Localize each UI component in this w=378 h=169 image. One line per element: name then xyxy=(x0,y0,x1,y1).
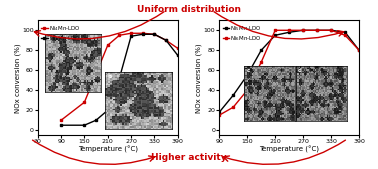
Ni$_5$Mn-LDO xyxy=(273,34,277,36)
Ni$_6$Mn-LDO xyxy=(259,61,263,63)
Line: Ni$_3$Mn-LDO: Ni$_3$Mn-LDO xyxy=(60,33,179,127)
Ni$_6$Mn-LDO xyxy=(245,89,249,91)
Ni$_6$Mn-LDO xyxy=(343,34,347,36)
Legend: Ni$_5$Mn-LDO, Ni$_6$Mn-LDO: Ni$_5$Mn-LDO, Ni$_6$Mn-LDO xyxy=(222,23,263,43)
Ni$_6$Mn-LDO xyxy=(273,29,277,31)
Ni$_6$Mn-LDO xyxy=(301,29,305,31)
Ni$_5$Mn-LDO xyxy=(231,94,235,96)
Ni$_3$Mn-LDO xyxy=(117,77,122,79)
Ni$_6$Mn-LDO xyxy=(315,29,319,31)
X-axis label: Temperature (°C): Temperature (°C) xyxy=(78,146,138,153)
Ni$_4$Mn-LDO xyxy=(105,44,110,46)
Ni$_5$Mn-LDO xyxy=(343,31,347,33)
Line: Ni$_4$Mn-LDO: Ni$_4$Mn-LDO xyxy=(60,32,179,122)
Ni$_6$Mn-LDO xyxy=(231,106,235,108)
Ni$_3$Mn-LDO xyxy=(82,124,87,126)
Text: Higher activity: Higher activity xyxy=(151,153,227,162)
Y-axis label: NOx conversion (%): NOx conversion (%) xyxy=(14,43,21,113)
Legend: Ni$_4$Mn-LDO, Ni$_3$Mn-LDO: Ni$_4$Mn-LDO, Ni$_3$Mn-LDO xyxy=(40,23,81,43)
Ni$_3$Mn-LDO xyxy=(152,33,156,35)
Ni$_4$Mn-LDO xyxy=(152,33,156,35)
Ni$_4$Mn-LDO xyxy=(82,101,87,103)
Line: Ni$_5$Mn-LDO: Ni$_5$Mn-LDO xyxy=(218,29,361,114)
Ni$_4$Mn-LDO xyxy=(117,34,122,36)
Ni$_3$Mn-LDO xyxy=(140,33,145,35)
Ni$_3$Mn-LDO xyxy=(164,39,168,41)
Ni$_5$Mn-LDO xyxy=(329,29,333,31)
Line: Ni$_6$Mn-LDO: Ni$_6$Mn-LDO xyxy=(218,29,361,117)
Ni$_4$Mn-LDO xyxy=(164,39,168,41)
Ni$_4$Mn-LDO xyxy=(140,32,145,34)
Ni$_6$Mn-LDO xyxy=(329,29,333,31)
Ni$_5$Mn-LDO xyxy=(301,29,305,31)
Ni$_3$Mn-LDO xyxy=(105,109,110,111)
Ni$_5$Mn-LDO xyxy=(259,49,263,51)
Ni$_4$Mn-LDO xyxy=(129,32,133,34)
Ni$_4$Mn-LDO xyxy=(175,47,180,49)
Ni$_5$Mn-LDO xyxy=(357,49,361,51)
Ni$_3$Mn-LDO xyxy=(175,54,180,56)
Y-axis label: NOx conversion (%): NOx conversion (%) xyxy=(195,43,202,113)
Ni$_6$Mn-LDO xyxy=(357,49,361,51)
Ni$_6$Mn-LDO xyxy=(217,114,222,116)
Ni$_3$Mn-LDO xyxy=(59,124,64,126)
Ni$_5$Mn-LDO xyxy=(287,31,291,33)
Ni$_4$Mn-LDO xyxy=(59,119,64,121)
Ni$_5$Mn-LDO xyxy=(217,111,222,113)
Ni$_3$Mn-LDO xyxy=(94,119,98,121)
X-axis label: Temperature (°C): Temperature (°C) xyxy=(259,146,319,153)
Ni$_5$Mn-LDO xyxy=(315,29,319,31)
Ni$_6$Mn-LDO xyxy=(287,29,291,31)
Ni$_5$Mn-LDO xyxy=(245,74,249,76)
Ni$_3$Mn-LDO xyxy=(129,35,133,37)
Text: Uniform distribution: Uniform distribution xyxy=(137,5,241,14)
